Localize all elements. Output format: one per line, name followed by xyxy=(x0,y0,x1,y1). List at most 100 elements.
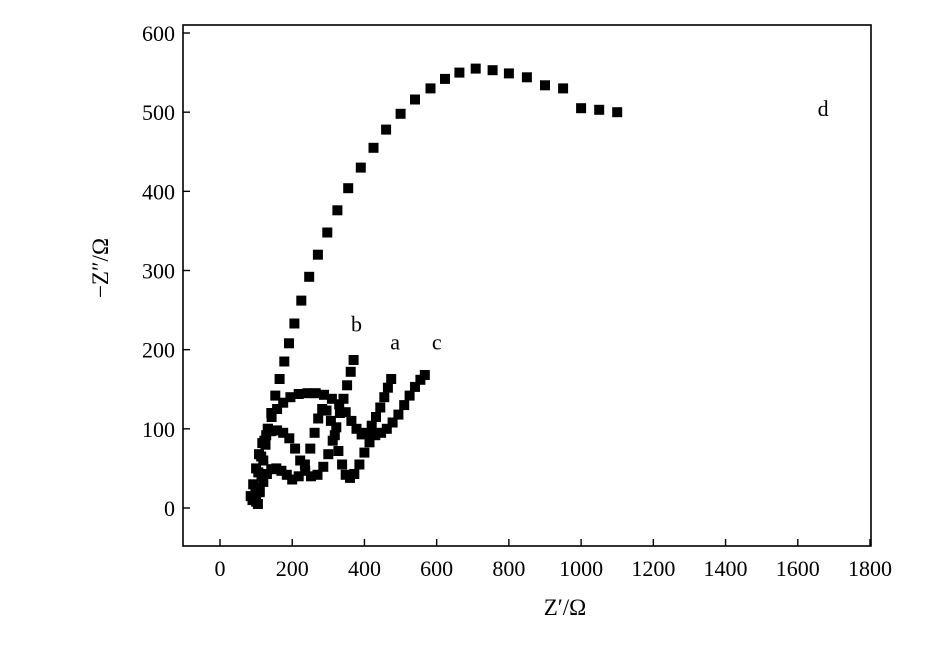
data-point-a xyxy=(366,420,377,431)
data-point-c xyxy=(281,469,292,480)
data-point-d xyxy=(440,73,450,84)
data-point-d xyxy=(279,356,290,367)
x-tick-label: 600 xyxy=(420,556,453,581)
x-tick-label: 1400 xyxy=(704,556,748,581)
data-point-d xyxy=(296,295,307,306)
x-tick-label: 1800 xyxy=(848,556,892,581)
data-point-d xyxy=(284,338,294,349)
data-point-a xyxy=(340,407,351,418)
data-point-d xyxy=(343,183,354,194)
plot-frame xyxy=(182,24,872,547)
plot-border xyxy=(182,24,872,547)
data-point-b xyxy=(248,479,259,490)
series-c xyxy=(251,370,430,507)
data-point-d xyxy=(252,499,263,509)
y-tick-label: 0 xyxy=(164,496,175,521)
data-point-d xyxy=(332,205,343,216)
series-d xyxy=(252,63,623,509)
data-point-c xyxy=(337,459,348,470)
x-tick-label: 200 xyxy=(276,556,309,581)
series-label-b: b xyxy=(351,312,362,337)
data-point-c xyxy=(325,415,336,426)
data-point-d xyxy=(258,455,269,466)
data-point-c xyxy=(329,430,340,441)
data-point-c xyxy=(419,370,430,380)
data-point-c xyxy=(354,459,365,470)
data-point-a xyxy=(319,389,329,400)
data-point-b xyxy=(323,449,334,460)
data-point-d xyxy=(576,103,587,114)
x-tick-label: 800 xyxy=(492,556,525,581)
data-point-d xyxy=(256,471,267,482)
y-tick-label: 400 xyxy=(142,179,175,204)
data-point-c xyxy=(364,437,375,448)
data-point-d xyxy=(322,227,333,238)
data-point-d xyxy=(612,107,623,118)
data-point-d xyxy=(521,72,532,83)
data-point-c xyxy=(404,390,415,401)
data-point-c xyxy=(399,400,410,411)
data-point-c xyxy=(271,463,282,474)
data-point-d xyxy=(368,142,379,153)
y-tick-label: 200 xyxy=(142,338,175,363)
data-point-b xyxy=(272,425,283,436)
data-point-c xyxy=(321,405,332,416)
data-point-d xyxy=(381,124,392,135)
data-point-c xyxy=(299,459,310,470)
y-tick-label: 600 xyxy=(142,21,175,46)
data-point-b xyxy=(284,433,295,444)
data-point-d xyxy=(254,485,265,496)
data-point-a xyxy=(386,374,397,384)
series-label-a: a xyxy=(390,330,400,355)
data-point-b xyxy=(254,449,264,460)
y-tick-label: 300 xyxy=(142,259,175,284)
data-point-a xyxy=(302,388,313,399)
data-point-d xyxy=(487,65,498,76)
data-point-c xyxy=(313,413,324,424)
data-point-c xyxy=(387,417,398,428)
data-point-d xyxy=(312,249,323,260)
data-point-a xyxy=(351,423,362,434)
data-point-d xyxy=(274,374,285,384)
data-point-c xyxy=(258,476,269,487)
data-point-d xyxy=(540,80,550,91)
data-point-a xyxy=(346,415,357,426)
data-point-b xyxy=(251,463,262,474)
y-axis-title: −Z″/Ω xyxy=(88,238,113,298)
series-label-d: d xyxy=(818,96,829,121)
data-point-a xyxy=(326,393,337,404)
data-point-c xyxy=(393,409,404,420)
data-point-b xyxy=(331,422,342,433)
data-point-a xyxy=(382,382,393,393)
series-label-c: c xyxy=(432,330,442,355)
data-point-c xyxy=(305,443,316,454)
data-point-b xyxy=(261,430,272,441)
data-point-d xyxy=(410,94,420,105)
data-point-b xyxy=(306,471,316,482)
data-point-d xyxy=(289,318,300,329)
data-point-b xyxy=(334,408,345,418)
data-points xyxy=(245,63,623,509)
axis-ticks: 0 200 400 600 800 1000 1200 1400 1600 1800 0 100 200… xyxy=(142,21,892,581)
data-point-b xyxy=(345,366,356,377)
data-point-b xyxy=(348,355,359,365)
data-point-d xyxy=(270,390,281,401)
data-point-b xyxy=(300,465,311,476)
data-point-d xyxy=(454,67,465,78)
data-point-d xyxy=(263,423,273,434)
data-point-d xyxy=(470,63,481,74)
x-tick-label: 400 xyxy=(348,556,381,581)
x-tick-label: 1000 xyxy=(559,556,603,581)
data-point-b xyxy=(245,491,256,502)
data-point-c xyxy=(349,469,360,479)
y-tick-label: 100 xyxy=(142,417,175,442)
data-point-c xyxy=(287,474,298,485)
data-point-b xyxy=(338,393,349,404)
data-point-d xyxy=(355,162,366,173)
data-point-a xyxy=(379,392,390,403)
data-point-b xyxy=(327,435,338,446)
data-point-a xyxy=(361,427,372,438)
data-point-c xyxy=(309,427,320,438)
data-point-d xyxy=(425,83,436,94)
x-axis-title: Z′/Ω xyxy=(544,595,587,620)
